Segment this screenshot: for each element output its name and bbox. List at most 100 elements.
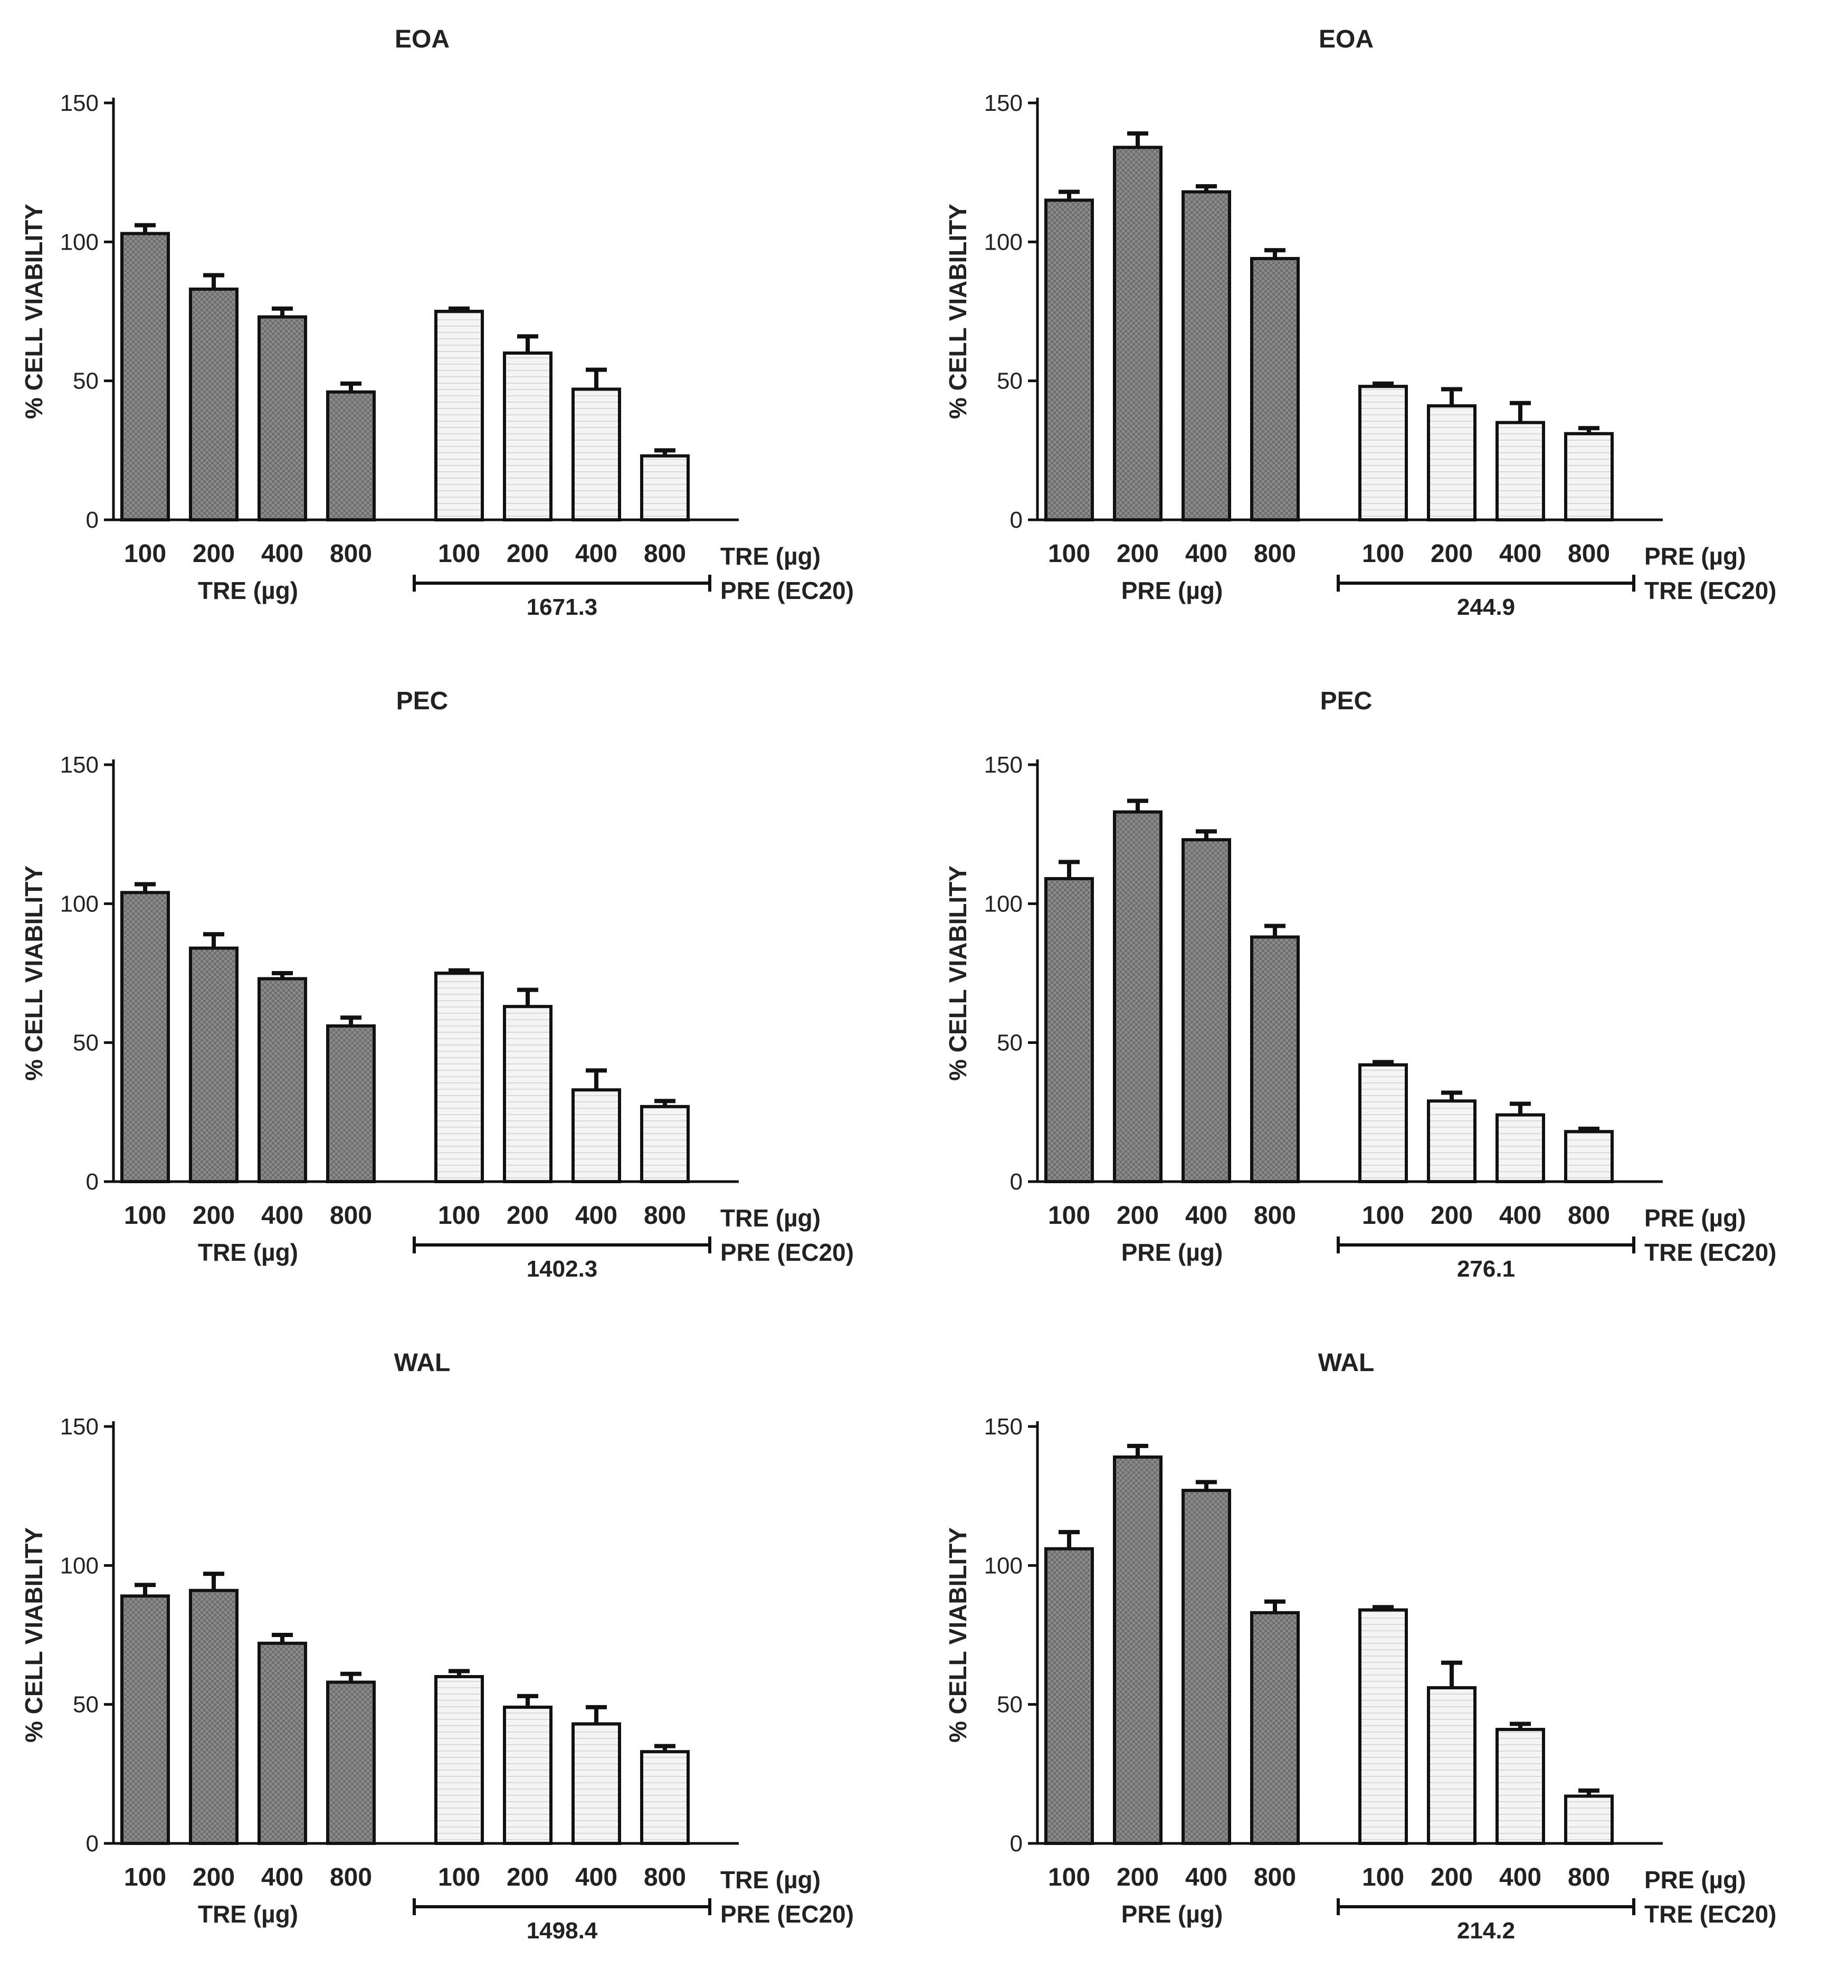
x-tick-label: 200 — [1431, 540, 1473, 568]
bar — [434, 310, 484, 521]
bar — [640, 1750, 690, 1846]
x-tick-label: 200 — [507, 1863, 549, 1891]
x-tick-label: 400 — [575, 540, 617, 568]
bar — [1427, 1686, 1477, 1845]
x-tick-label: 400 — [261, 1202, 303, 1230]
x-tick-label: 100 — [1048, 540, 1090, 568]
panel-pec-tre: PEC % CELL VIABILITY 0 50 100 150 100 200 400 800… — [0, 662, 924, 1324]
x-tick-label: 800 — [1254, 1863, 1296, 1891]
x-tick-label: 200 — [1431, 1202, 1473, 1230]
y-tick-label: 0 — [86, 1169, 99, 1195]
group-label: PRE (µg) — [1121, 1239, 1223, 1266]
x-tick-label: 400 — [1499, 1863, 1541, 1891]
bar — [1044, 877, 1094, 1183]
row-label-top: TRE (µg) — [720, 543, 821, 570]
y-tick-label: 0 — [1010, 507, 1023, 533]
x-tick-label: 100 — [1048, 1863, 1090, 1891]
y-tick-label: 50 — [997, 1030, 1023, 1056]
bar — [1358, 1063, 1408, 1183]
chart-title: WAL — [394, 1349, 451, 1377]
bar — [1182, 838, 1231, 1183]
group-label: PRE (µg) — [1121, 1900, 1223, 1928]
y-tick-label: 150 — [984, 1414, 1023, 1440]
y-axis-label: % CELL VIABILITY — [944, 204, 971, 419]
panel-eoa-tre: EOA % CELL VIABILITY 0 50 100 150 100 200 400 800… — [0, 0, 924, 662]
x-tick-label: 800 — [1568, 540, 1610, 568]
x-tick-label: 100 — [1362, 1202, 1404, 1230]
group-label: PRE (µg) — [1121, 577, 1223, 604]
combo-dose-label: 214.2 — [1457, 1918, 1515, 1944]
bar — [640, 454, 690, 521]
group-label: TRE (µg) — [198, 577, 298, 604]
y-tick-label: 100 — [984, 1553, 1023, 1578]
y-tick-label: 100 — [984, 229, 1023, 255]
bar — [503, 351, 553, 521]
chart-pec-tre: PEC % CELL VIABILITY 0 50 100 150 100 200 400 800… — [20, 687, 854, 1282]
x-tick-label: 100 — [438, 1863, 480, 1891]
combo-dose-label: 1498.4 — [527, 1918, 598, 1944]
bar — [503, 1705, 553, 1846]
chart-title: EOA — [1319, 25, 1374, 53]
y-tick-label: 150 — [984, 752, 1023, 778]
y-tick-label: 50 — [997, 1692, 1023, 1718]
x-tick-label: 200 — [193, 540, 235, 568]
y-axis-label: % CELL VIABILITY — [20, 865, 47, 1081]
bar — [1250, 256, 1300, 521]
bar — [1427, 404, 1477, 521]
y-tick-label: 100 — [60, 229, 99, 255]
x-tick-label: 800 — [1568, 1202, 1610, 1230]
bar — [1182, 1489, 1231, 1845]
y-axis-label: % CELL VIABILITY — [20, 204, 47, 419]
x-tick-label: 400 — [261, 1863, 303, 1891]
y-tick-label: 0 — [86, 1831, 99, 1857]
x-tick-label: 400 — [1185, 1202, 1227, 1230]
panel-wal-tre: WAL % CELL VIABILITY 0 50 100 150 100 200 400 800… — [0, 1324, 924, 1985]
chart-title: PEC — [1320, 687, 1373, 715]
x-tick-label: 100 — [1362, 540, 1404, 568]
x-tick-label: 400 — [261, 540, 303, 568]
bar — [189, 1589, 239, 1845]
bar — [120, 1594, 170, 1845]
bar — [1427, 1099, 1477, 1183]
x-tick-label: 200 — [193, 1863, 235, 1891]
combo-dose-label: 1671.3 — [527, 594, 598, 620]
group-label: TRE (µg) — [198, 1900, 298, 1928]
bar — [189, 946, 239, 1183]
bar — [1564, 432, 1614, 521]
x-tick-label: 400 — [1499, 540, 1541, 568]
y-axis-label: % CELL VIABILITY — [944, 865, 971, 1081]
x-tick-label: 100 — [438, 1202, 480, 1230]
y-tick-label: 100 — [984, 891, 1023, 917]
bar — [1182, 190, 1231, 521]
x-tick-label: 800 — [1568, 1863, 1610, 1891]
bar — [1113, 146, 1163, 521]
y-axis-label: % CELL VIABILITY — [20, 1527, 47, 1743]
bar — [1113, 1455, 1163, 1845]
chart-eoa-tre: EOA % CELL VIABILITY 0 50 100 150 100 200 400 800… — [20, 25, 854, 620]
row-label-bottom: PRE (EC20) — [720, 577, 854, 604]
x-tick-label: 100 — [124, 1202, 166, 1230]
x-tick-label: 800 — [644, 1202, 686, 1230]
bar — [1250, 1611, 1300, 1845]
y-tick-label: 150 — [984, 90, 1023, 116]
x-tick-label: 100 — [124, 1863, 166, 1891]
combo-dose-label: 276.1 — [1457, 1256, 1515, 1282]
x-tick-label: 800 — [1254, 540, 1296, 568]
y-tick-label: 0 — [1010, 1169, 1023, 1195]
x-tick-label: 400 — [575, 1202, 617, 1230]
bar — [1113, 810, 1163, 1183]
bar — [1495, 1113, 1545, 1183]
x-tick-label: 800 — [1254, 1202, 1296, 1230]
row-label-bottom: TRE (EC20) — [1644, 1900, 1776, 1928]
chart-title: EOA — [395, 25, 450, 53]
bar — [189, 287, 239, 521]
row-label-bottom: TRE (EC20) — [1644, 1239, 1776, 1266]
y-tick-label: 100 — [60, 891, 99, 917]
panel-wal-pre: WAL % CELL VIABILITY 0 50 100 150 100 200 400 800… — [924, 1324, 1848, 1985]
chart-eoa-pre: EOA % CELL VIABILITY 0 50 100 150 100 200 400 800… — [944, 25, 1776, 620]
x-tick-label: 400 — [1185, 1863, 1227, 1891]
chart-title: PEC — [396, 687, 449, 715]
combo-dose-label: 1402.3 — [527, 1256, 598, 1282]
bar — [258, 1641, 307, 1845]
bar — [1564, 1794, 1614, 1846]
